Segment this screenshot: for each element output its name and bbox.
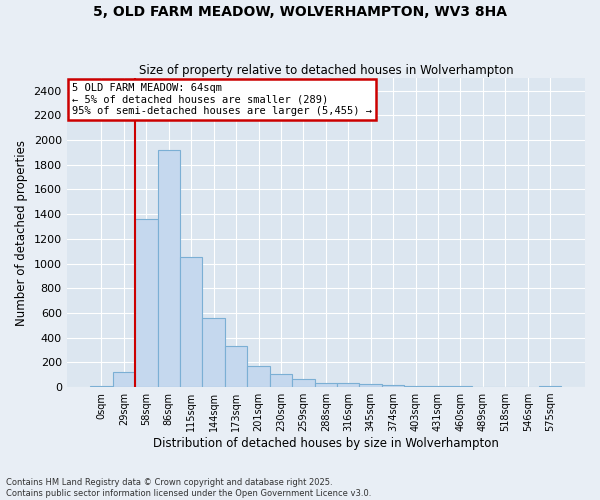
Bar [270,374,292,387]
Bar [449,386,472,387]
Text: 5 OLD FARM MEADOW: 64sqm
← 5% of detached houses are smaller (289)
95% of semi-d: 5 OLD FARM MEADOW: 64sqm ← 5% of detache… [72,83,372,116]
Bar [404,386,427,387]
Title: Size of property relative to detached houses in Wolverhampton: Size of property relative to detached ho… [139,64,513,77]
Bar [314,383,337,387]
Bar [427,386,449,387]
Text: Contains HM Land Registry data © Crown copyright and database right 2025.
Contai: Contains HM Land Registry data © Crown c… [6,478,371,498]
Bar [90,386,113,387]
Bar [337,384,359,387]
Bar [135,219,158,387]
Y-axis label: Number of detached properties: Number of detached properties [15,140,28,326]
Bar [247,366,270,387]
Bar [539,386,562,387]
Bar [113,372,135,387]
Bar [382,384,404,387]
Bar [292,379,314,387]
Bar [359,384,382,387]
Bar [180,256,202,387]
Bar [158,150,180,387]
Bar [225,346,247,387]
Bar [202,318,225,387]
Text: 5, OLD FARM MEADOW, WOLVERHAMPTON, WV3 8HA: 5, OLD FARM MEADOW, WOLVERHAMPTON, WV3 8… [93,5,507,19]
X-axis label: Distribution of detached houses by size in Wolverhampton: Distribution of detached houses by size … [153,437,499,450]
